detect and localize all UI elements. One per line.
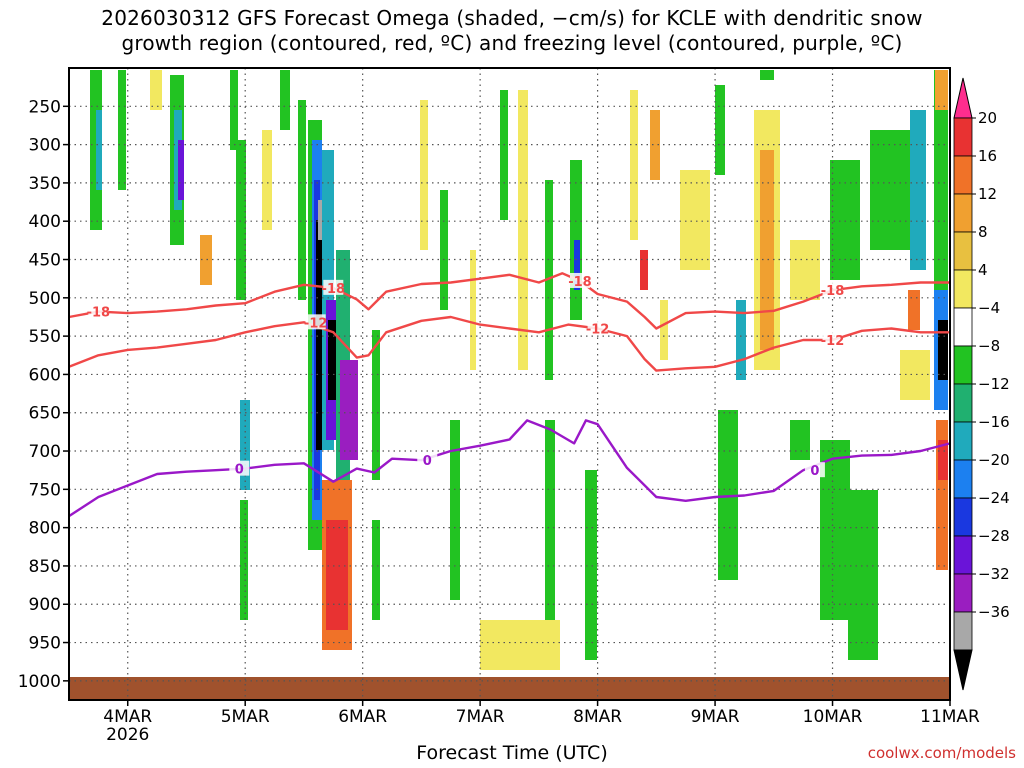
y-tick-label: 350 — [29, 174, 61, 194]
colorbar-label: −20 — [978, 451, 1010, 469]
colorbar-label: 20 — [978, 109, 997, 127]
contour-label-bg — [822, 282, 843, 298]
colorbar-segment — [953, 535, 973, 575]
gridlines — [69, 68, 951, 700]
contour-label: 0 — [423, 454, 432, 469]
x-tick-label: 9MAR — [691, 707, 740, 727]
colorbar-label: 16 — [978, 147, 997, 165]
contour-label-bg — [587, 320, 608, 336]
y-tick-label: 700 — [29, 442, 61, 462]
colorbar-label: 12 — [978, 185, 997, 203]
y-tick-label: 950 — [29, 634, 61, 654]
contour-label: 0 — [235, 463, 244, 478]
colorbar-segment — [953, 383, 973, 423]
contour-label: -18 — [568, 275, 592, 290]
y-axis-ticks: 250 300 350 400 450 500 550 600 650 700 750 800 850 9… — [18, 97, 69, 692]
x-axis-label: Forecast Time (UTC) — [416, 742, 608, 764]
colorbar-label: −4 — [978, 299, 1000, 317]
x-tick-label: 11MAR — [920, 707, 980, 727]
contour-label: -18 — [821, 284, 845, 299]
y-tick-label: 1000 — [18, 672, 61, 692]
chart-title: 2026030312 GFS Forecast Omega (shaded, −… — [0, 6, 1024, 56]
plot-background — [69, 68, 950, 700]
contour-label: -12 — [586, 322, 610, 337]
ground-surface — [69, 677, 950, 700]
colorbar-label: 4 — [978, 261, 988, 279]
colorbar: 20 16 12 8 4 −4 −8 −12 −16 −20 −24 −28 −32 −36 — [953, 77, 1010, 691]
contour-label-bg — [229, 460, 250, 476]
colorbar-label: −24 — [978, 489, 1010, 507]
colorbar-bottom-arrow — [953, 649, 973, 691]
contour-label: -18 — [322, 282, 346, 297]
x-tick-label: 8MAR — [573, 707, 622, 727]
y-tick-label: 600 — [29, 365, 61, 385]
contour-label: 0 — [810, 464, 819, 479]
x-tick-label: 4MAR — [103, 707, 152, 727]
x-tick-label: 7MAR — [456, 707, 505, 727]
colorbar-label: −12 — [978, 375, 1010, 393]
colorbar-segment — [953, 611, 973, 651]
colorbar-segment — [953, 497, 973, 537]
colorbar-segment — [953, 421, 973, 461]
contour-label-bg — [323, 279, 344, 295]
contour-label-bg — [569, 272, 590, 288]
y-tick-label: 800 — [29, 519, 61, 539]
y-tick-label: 650 — [29, 404, 61, 424]
y-tick-label: 300 — [29, 136, 61, 156]
contour-label-bg — [417, 452, 438, 468]
y-tick-label: 450 — [29, 251, 61, 271]
contour-label: -12 — [821, 334, 845, 349]
contour-label-bg — [88, 303, 109, 319]
contour-lines: -18 -18 -18 -18 -12 -12 -12 0 0 0 — [68, 272, 951, 518]
source-credit: coolwx.com/models — [867, 744, 1016, 762]
y-tick-label: 850 — [29, 557, 61, 577]
contour-label-bg — [822, 331, 843, 347]
x-tick-label: 10MAR — [803, 707, 863, 727]
colorbar-segment — [953, 231, 973, 271]
plot-frame — [68, 67, 951, 701]
colorbar-segment — [953, 307, 973, 347]
colorbar-label: −16 — [978, 413, 1010, 431]
y-tick-label: 550 — [29, 327, 61, 347]
contour-label-bg — [804, 462, 825, 478]
y-tick-label: 250 — [29, 97, 61, 117]
colorbar-label: −8 — [978, 337, 1000, 355]
x-tick-sublabel: 2026 — [106, 725, 149, 745]
y-tick-label: 400 — [29, 212, 61, 232]
chart-title-line-2: growth region (contoured, red, ºC) and f… — [121, 31, 903, 55]
colorbar-label: −36 — [978, 603, 1010, 621]
x-tick-label: 5MAR — [221, 707, 270, 727]
colorbar-segment — [953, 117, 973, 157]
colorbar-label: 8 — [978, 223, 988, 241]
contour-label: -12 — [304, 316, 328, 331]
colorbar-label: −28 — [978, 527, 1010, 545]
colorbar-segment — [953, 269, 973, 309]
x-tick-label: 6MAR — [338, 707, 387, 727]
colorbar-top-arrow — [953, 77, 973, 119]
y-tick-label: 500 — [29, 289, 61, 309]
colorbar-segment — [953, 573, 973, 613]
colorbar-segment — [953, 193, 973, 233]
colorbar-segment — [953, 345, 973, 385]
contour-label: -18 — [87, 306, 111, 321]
contour-dendritic-18 — [68, 272, 950, 330]
colorbar-segment — [953, 459, 973, 499]
colorbar-label: −32 — [978, 565, 1010, 583]
colorbar-segment — [953, 155, 973, 195]
chart-title-line-1: 2026030312 GFS Forecast Omega (shaded, −… — [101, 6, 923, 30]
contour-label-bg — [305, 314, 326, 330]
y-tick-label: 900 — [29, 595, 61, 615]
contour-dendritic-12 — [68, 315, 950, 372]
y-tick-label: 750 — [29, 480, 61, 500]
